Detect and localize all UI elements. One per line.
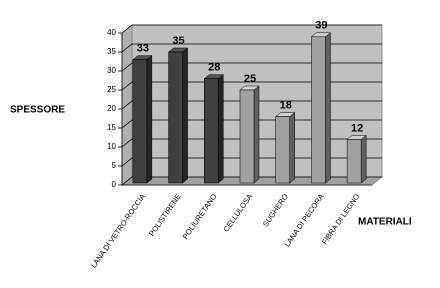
grid-line bbox=[121, 43, 382, 53]
grid-line bbox=[121, 138, 382, 148]
bar bbox=[346, 139, 362, 184]
bar-side bbox=[325, 32, 331, 184]
grid-line bbox=[121, 100, 382, 110]
y-tick-label: 10 bbox=[107, 142, 116, 151]
x-tick-label: POLISTIRENE bbox=[147, 192, 183, 238]
bar bbox=[204, 78, 219, 184]
value-label: 25 bbox=[244, 73, 256, 85]
x-axis-title: MATERIALI bbox=[358, 217, 412, 228]
grid-line bbox=[121, 176, 382, 186]
grid-line bbox=[121, 81, 382, 91]
x-tick-label: SUGHERO bbox=[261, 192, 290, 228]
bar-side bbox=[218, 74, 224, 184]
bar-side bbox=[253, 85, 260, 184]
bar-side bbox=[360, 134, 367, 184]
grid-line bbox=[121, 24, 382, 34]
y-tick-label: 15 bbox=[107, 123, 116, 132]
y-tick-label: 25 bbox=[107, 85, 116, 94]
y-tick-label: 20 bbox=[107, 104, 116, 113]
bar bbox=[275, 116, 290, 184]
x-tick-label: CELLULOSA bbox=[222, 192, 255, 233]
value-label: 33 bbox=[137, 43, 149, 55]
value-label: 35 bbox=[172, 35, 184, 47]
bar-side bbox=[289, 112, 295, 184]
value-label: 18 bbox=[280, 100, 292, 112]
value-label: 12 bbox=[351, 122, 363, 134]
value-label: 39 bbox=[315, 20, 327, 32]
y-axis-title: SPESSORE bbox=[10, 105, 65, 116]
bar bbox=[168, 51, 183, 184]
y-tick-label: 40 bbox=[107, 28, 116, 37]
y-tick-label: 30 bbox=[107, 66, 116, 75]
y-tick-label: 5 bbox=[112, 161, 117, 170]
x-tick-label: FIBRA DI LEGNO bbox=[320, 192, 362, 246]
x-tick-label: LANA DI VETRO-ROCCIA bbox=[89, 192, 147, 270]
bar-side bbox=[182, 47, 188, 184]
bar bbox=[239, 89, 255, 184]
grid-line bbox=[121, 157, 382, 167]
grid-line bbox=[121, 62, 382, 72]
grid-line bbox=[121, 119, 382, 129]
x-tick-label: LANA DI PECORA bbox=[282, 192, 325, 248]
bar bbox=[311, 36, 326, 184]
x-tick-label: POLIURETANO bbox=[181, 192, 219, 241]
bar-side bbox=[146, 55, 153, 184]
y-tick-label: 0 bbox=[112, 180, 117, 189]
value-label: 28 bbox=[208, 62, 220, 74]
bar bbox=[132, 59, 148, 184]
y-tick-label: 35 bbox=[107, 47, 116, 56]
